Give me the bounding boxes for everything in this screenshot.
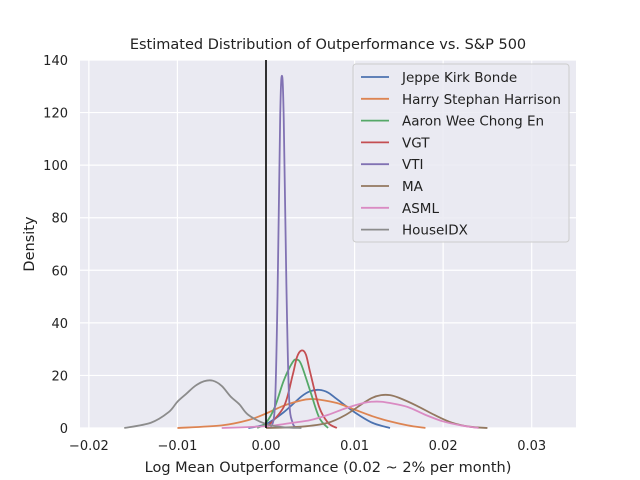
series-line-5 bbox=[265, 393, 488, 429]
chart-title: Estimated Distribution of Outperformance… bbox=[130, 37, 526, 53]
y-axis-label: Density bbox=[22, 216, 38, 272]
legend-label: VGT bbox=[402, 135, 430, 151]
y-tick-label: 60 bbox=[51, 264, 68, 279]
x-tick-label: 0.02 bbox=[429, 439, 458, 454]
series-line-0 bbox=[248, 388, 391, 429]
series-lines bbox=[124, 74, 488, 429]
y-tick-label: 140 bbox=[43, 54, 68, 69]
y-tick-label: 0 bbox=[60, 422, 68, 437]
legend: Jeppe Kirk Bonde Harry Stephan Harrison Aa… bbox=[352, 63, 570, 243]
x-tick-labels: −0.02 −0.01 0.00 0.01 0.02 0.03 bbox=[69, 439, 546, 454]
x-tick-label: 0.00 bbox=[252, 439, 281, 454]
y-tick-label: 120 bbox=[43, 107, 68, 122]
x-tick-label: 0.03 bbox=[517, 439, 546, 454]
x-tick-label: 0.01 bbox=[340, 439, 369, 454]
legend-label: HouseIDX bbox=[402, 223, 468, 239]
legend-label: MA bbox=[402, 179, 424, 195]
legend-label: Harry Stephan Harrison bbox=[402, 92, 561, 108]
legend-box bbox=[352, 63, 570, 243]
y-tick-label: 40 bbox=[51, 317, 68, 332]
legend-label: ASML bbox=[402, 201, 439, 217]
y-tick-label: 100 bbox=[43, 159, 68, 174]
series-line-7 bbox=[124, 379, 302, 429]
y-tick-labels: 0 20 40 60 80 100 120 140 bbox=[43, 54, 68, 437]
series-line-1 bbox=[177, 398, 426, 429]
series-line-6 bbox=[221, 400, 479, 429]
x-axis-label: Log Mean Outperformance (0.02 ~ 2% per m… bbox=[145, 460, 512, 476]
legend-label: Aaron Wee Chong En bbox=[402, 114, 544, 130]
x-tick-label: −0.02 bbox=[69, 439, 109, 454]
x-tick-label: −0.01 bbox=[158, 439, 198, 454]
y-tick-label: 20 bbox=[51, 369, 68, 384]
series-line-4 bbox=[269, 74, 298, 429]
legend-label: VTI bbox=[402, 157, 423, 173]
series-line-2 bbox=[256, 358, 329, 429]
legend-label: Jeppe Kirk Bonde bbox=[401, 70, 517, 86]
y-tick-label: 80 bbox=[51, 212, 68, 227]
